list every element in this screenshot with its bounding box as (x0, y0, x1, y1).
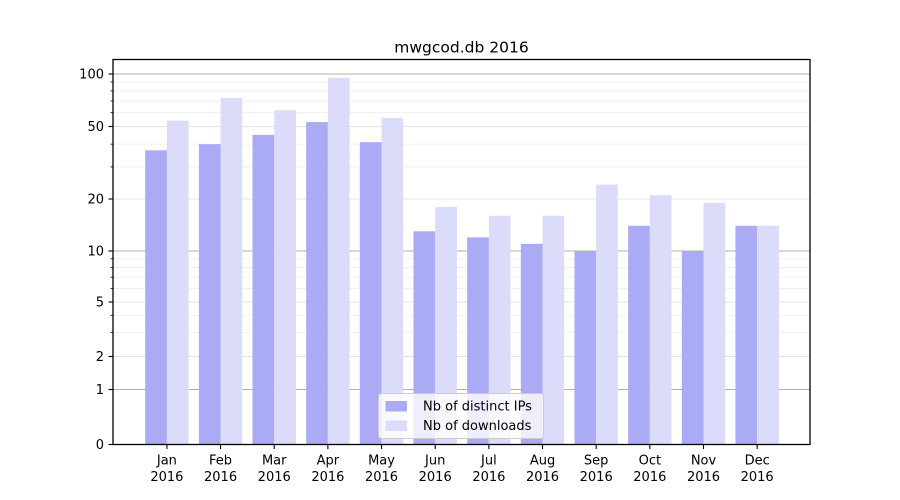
bar-ips-dec (735, 225, 758, 445)
bar-downloads-jun (435, 206, 457, 445)
legend-label: Nb of downloads (423, 419, 532, 434)
x-tick-label-year: 2016 (633, 470, 666, 485)
bar-ips-may (359, 142, 382, 445)
x-tick-label-month: Oct (639, 454, 661, 469)
bar-ips-jul (467, 237, 489, 445)
y-tick-label: 100 (79, 68, 104, 83)
legend-swatch-ips (385, 401, 407, 412)
bar-ips-oct (628, 225, 650, 445)
bar-downloads-jul (488, 215, 511, 445)
x-tick-label-year: 2016 (687, 470, 720, 485)
x-tick-label-month: May (368, 454, 395, 469)
bar-downloads-nov (703, 202, 726, 445)
bar-ips-jan (145, 150, 167, 445)
bar-downloads-feb (220, 97, 243, 445)
chart-title: mwgcod.db 2016 (394, 39, 528, 57)
bar-ips-mar (252, 134, 275, 445)
bar-downloads-mar (274, 110, 296, 445)
legend-label: Nb of distinct IPs (423, 400, 532, 415)
x-tick-label-year: 2016 (204, 470, 237, 485)
bar-ips-jun (413, 231, 436, 445)
y-tick-label: 0 (96, 438, 104, 453)
bar-downloads-sep (596, 184, 618, 445)
x-tick-label-year: 2016 (580, 470, 613, 485)
x-tick-label-month: Jan (156, 454, 177, 469)
legend-swatch-downloads (385, 420, 407, 431)
bar-downloads-may (381, 117, 404, 445)
x-tick-label-month: Nov (691, 454, 717, 469)
y-tick-label: 10 (87, 245, 104, 260)
bar-downloads-aug (542, 215, 565, 445)
legend-box (378, 393, 544, 439)
x-tick-label-month: Feb (209, 454, 232, 469)
y-tick-label: 2 (96, 350, 104, 365)
x-tick-label-year: 2016 (258, 470, 291, 485)
bar-ips-sep (574, 251, 597, 445)
bar-downloads-dec (757, 225, 779, 445)
x-tick-label-year: 2016 (741, 470, 774, 485)
y-tick-label: 5 (96, 296, 104, 311)
bar-downloads-apr (327, 77, 350, 445)
x-tick-label-month: Mar (262, 454, 287, 469)
bar-ips-apr (306, 122, 328, 445)
bar-ips-nov (681, 251, 704, 445)
x-tick-label-year: 2016 (365, 470, 398, 485)
bar-ips-feb (198, 144, 221, 445)
bar-downloads-oct (649, 195, 672, 445)
y-tick-label: 50 (87, 120, 104, 135)
x-tick-label-year: 2016 (419, 470, 452, 485)
y-tick-label: 1 (96, 383, 104, 398)
axes-frame (112, 58, 811, 446)
x-tick-label-month: Apr (317, 454, 340, 469)
x-tick-label-month: Sep (584, 454, 609, 469)
x-tick-label-year: 2016 (472, 470, 505, 485)
x-tick-label-month: Aug (530, 454, 555, 469)
x-tick-label-month: Jul (480, 454, 497, 469)
x-tick-label-year: 2016 (526, 470, 559, 485)
y-tick-label: 20 (87, 193, 104, 208)
x-tick-label-year: 2016 (311, 470, 344, 485)
x-tick-label-month: Dec (745, 454, 770, 469)
x-tick-label-year: 2016 (150, 470, 183, 485)
bar-downloads-jan (166, 120, 189, 445)
x-tick-label-month: Jun (424, 454, 445, 469)
